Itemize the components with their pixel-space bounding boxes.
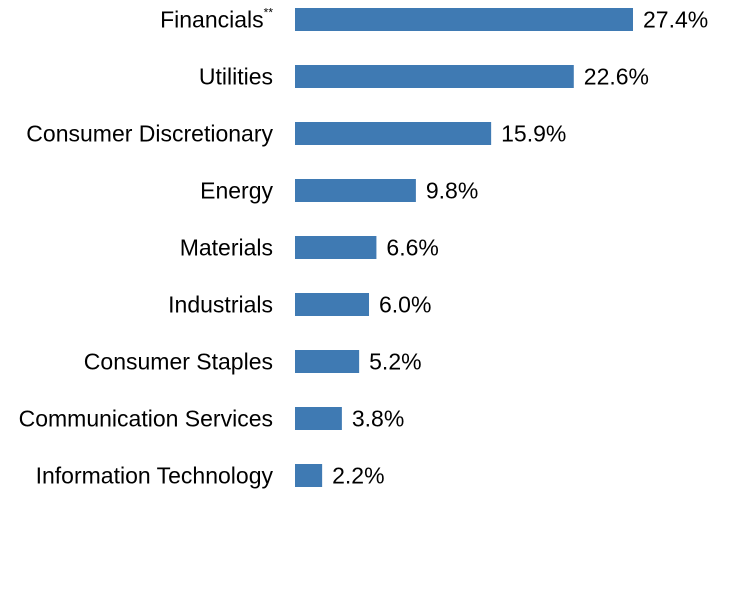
- value-label-financials: 27.4%: [643, 7, 708, 33]
- value-label-energy: 9.8%: [426, 178, 478, 204]
- value-label-consumer-discretionary: 15.9%: [501, 121, 566, 147]
- bar-information-technology: [295, 464, 323, 487]
- value-label-materials: 6.6%: [386, 235, 438, 261]
- bars-layer: [295, 8, 633, 487]
- category-label-materials: Materials: [180, 235, 273, 261]
- value-label-communication-services: 3.8%: [352, 406, 404, 432]
- value-label-utilities: 22.6%: [584, 64, 649, 90]
- bar-communication-services: [295, 407, 342, 430]
- category-label-energy: Energy: [200, 178, 273, 204]
- category-label-utilities: Utilities: [199, 64, 273, 90]
- value-label-consumer-staples: 5.2%: [369, 349, 421, 375]
- bar-financials: [295, 8, 633, 31]
- footnote-marker: **: [264, 6, 274, 20]
- bar-utilities: [295, 65, 574, 88]
- bar-energy: [295, 179, 416, 202]
- category-label-communication-services: Communication Services: [19, 406, 273, 432]
- value-label-industrials: 6.0%: [379, 292, 431, 318]
- bar-consumer-discretionary: [295, 122, 492, 145]
- bar-consumer-staples: [295, 350, 360, 373]
- category-labels: Financials** Utilities Consumer Discretion…: [19, 6, 274, 489]
- category-label-consumer-discretionary: Consumer Discretionary: [26, 121, 273, 147]
- category-label-industrials: Industrials: [168, 292, 273, 318]
- value-label-information-technology: 2.2%: [332, 463, 384, 489]
- bar-materials: [295, 236, 377, 259]
- bar-industrials: [295, 293, 370, 316]
- category-label-information-technology: Information Technology: [36, 463, 274, 489]
- category-label-financials: Financials**: [160, 6, 273, 33]
- category-label-consumer-staples: Consumer Staples: [84, 349, 273, 375]
- value-labels: 27.4% 22.6% 15.9% 9.8% 6.6% 6.0% 5.2% 3.8% 2.2%: [332, 7, 708, 489]
